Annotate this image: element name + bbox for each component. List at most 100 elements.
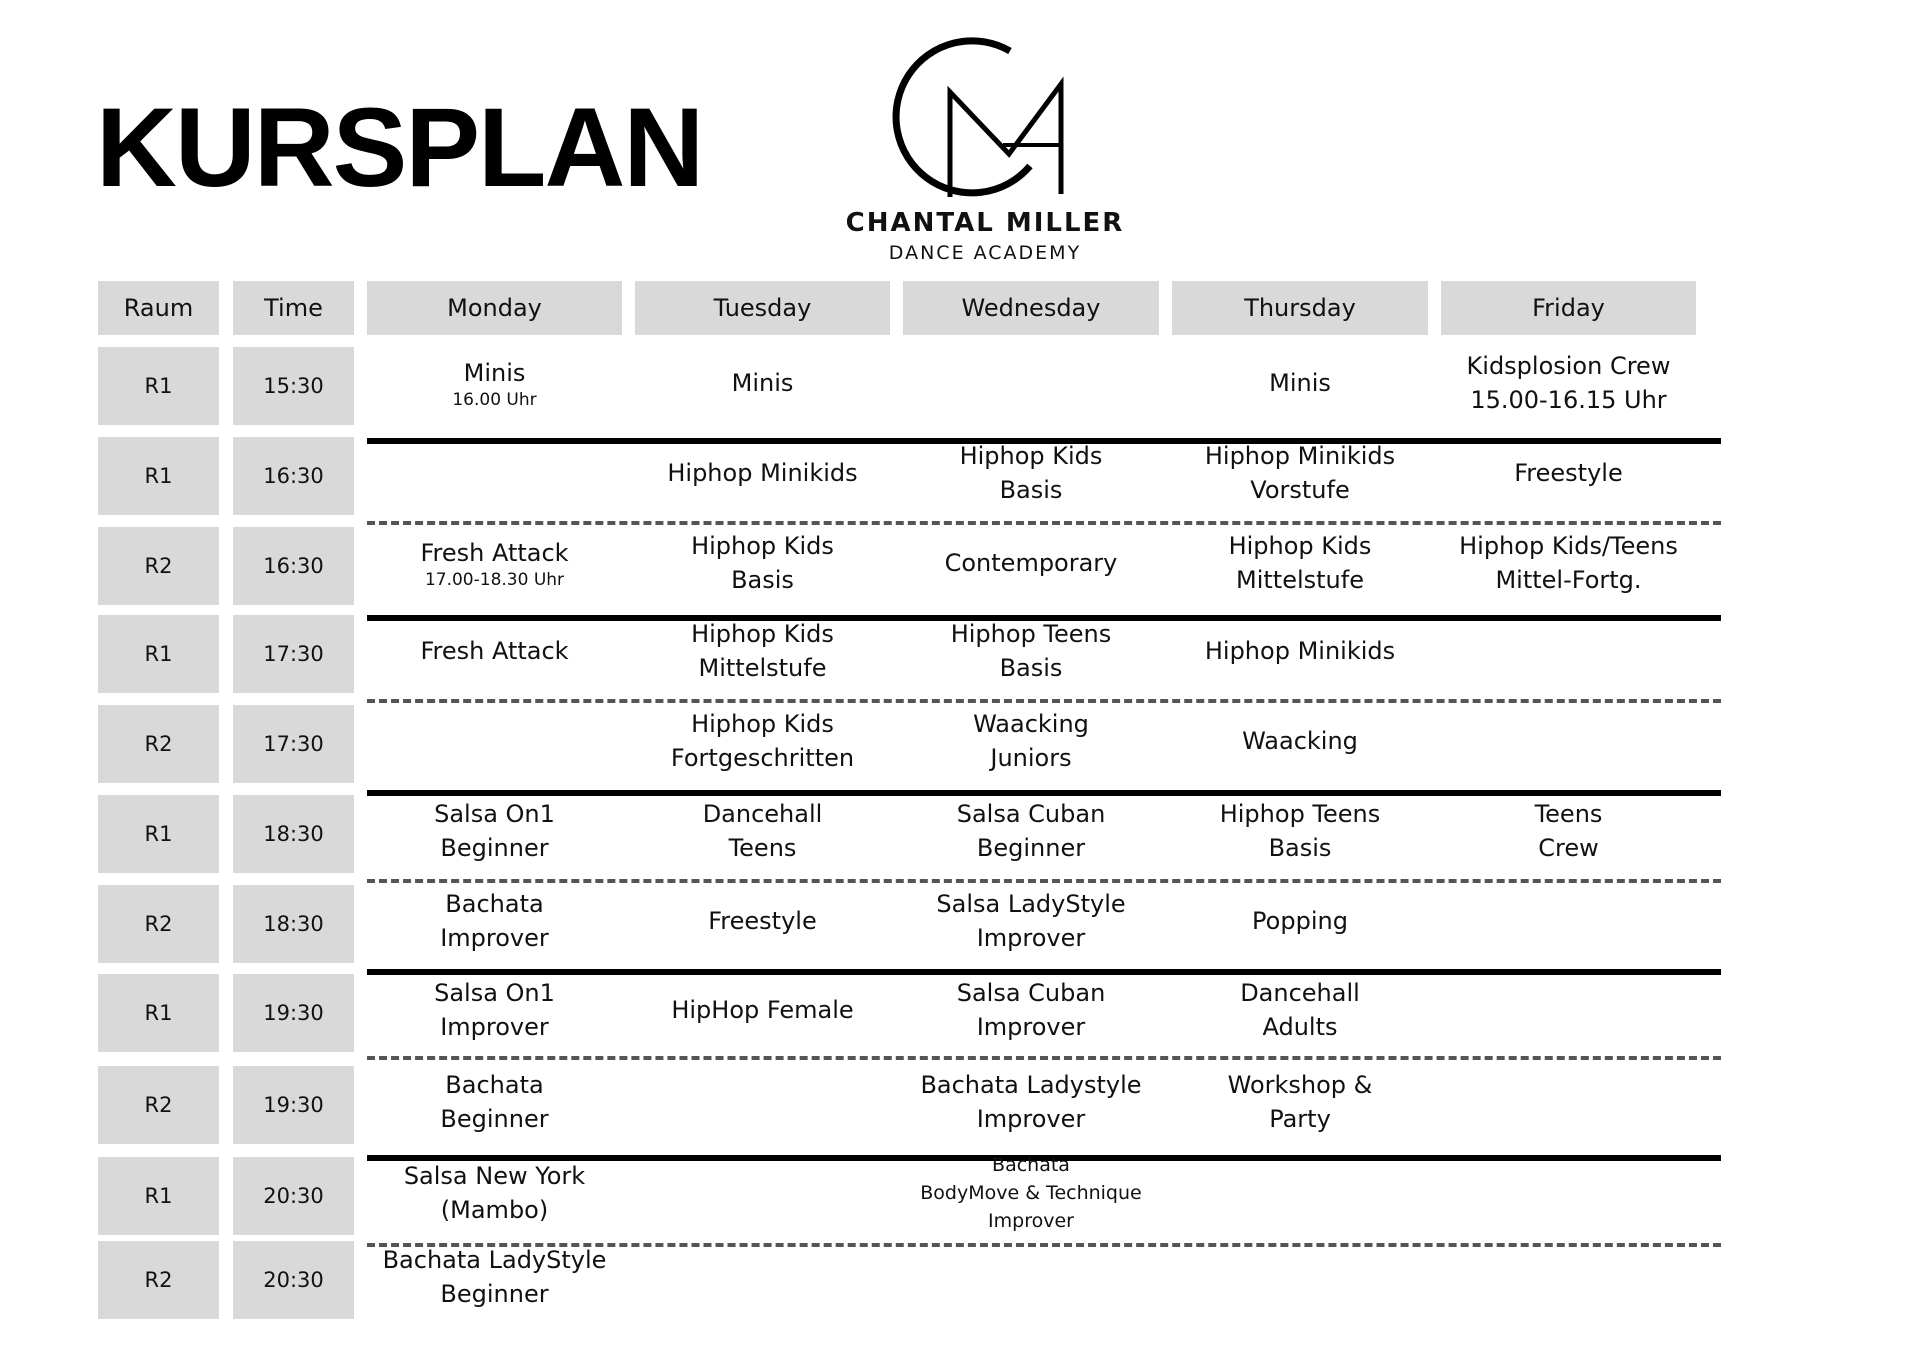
course-cell-thursday: Workshop & Party — [1172, 1060, 1428, 1144]
course-cell-friday — [1441, 879, 1696, 963]
course-name-line: Party — [1269, 1105, 1331, 1133]
room-cell: R1 — [98, 615, 219, 693]
room-cell: R2 — [98, 1066, 219, 1144]
time-cell: 18:30 — [233, 885, 354, 963]
course-name-line: Minis — [731, 369, 794, 397]
page-title: KURSPLAN — [96, 85, 704, 210]
course-cell-wednesday: Waacking Juniors — [903, 699, 1159, 783]
course-name-line: BodyMove & Technique — [920, 1182, 1142, 1204]
course-name-line: Waacking — [973, 710, 1089, 738]
course-name-line: Salsa New York — [403, 1162, 586, 1190]
room-cell: R1 — [98, 347, 219, 425]
course-cell-tuesday: Freestyle — [635, 879, 890, 963]
course-cell-friday: Hiphop Kids/Teens Mittel-Fortg. — [1441, 521, 1696, 605]
header-thursday: Thursday — [1172, 281, 1428, 335]
course-name-line: Salsa On1 — [434, 800, 555, 828]
brand-name: CHANTAL MILLER — [845, 208, 1125, 238]
course-cell-wednesday — [903, 341, 1159, 425]
solid-row-divider — [367, 790, 1721, 796]
course-cell-monday — [367, 431, 622, 515]
solid-row-divider — [367, 1155, 1721, 1161]
course-cell-thursday — [1172, 1235, 1428, 1319]
course-name-line: Adults — [1262, 1013, 1338, 1041]
time-cell: 16:30 — [233, 527, 354, 605]
course-name-line: Bachata — [445, 1071, 544, 1099]
course-time-note: 16.00 Uhr — [452, 390, 537, 410]
course-name-line: Hiphop Kids — [691, 710, 834, 738]
course-name-line: Bachata Ladystyle — [920, 1071, 1142, 1099]
course-name-line: Kidsplosion Crew — [1466, 352, 1671, 380]
course-name-line: Freestyle — [1514, 459, 1623, 487]
course-name-line: Salsa LadyStyle — [936, 890, 1126, 918]
course-cell-monday: Minis 16.00 Uhr — [367, 341, 622, 425]
course-cell-friday — [1441, 699, 1696, 783]
cm-monogram-logo-icon — [892, 37, 1064, 197]
course-name-line: Dancehall — [1240, 979, 1360, 1007]
course-cell-friday: Freestyle — [1441, 431, 1696, 515]
course-name-line: Hiphop Kids — [691, 620, 834, 648]
course-cell-thursday: Hiphop Minikids — [1172, 609, 1428, 693]
course-name-line: Improver — [440, 1013, 549, 1041]
course-cell-friday — [1441, 1060, 1696, 1144]
course-name-line: Hiphop Minikids — [667, 459, 858, 487]
time-cell: 20:30 — [233, 1241, 354, 1319]
course-name-line: Hiphop Kids/Teens — [1459, 532, 1678, 560]
course-name-line: Hiphop Minikids — [1204, 442, 1396, 470]
course-name-line: Minis — [463, 359, 526, 387]
course-name-line: Salsa Cuban — [956, 800, 1106, 828]
course-cell-tuesday: Hiphop Kids Basis — [635, 521, 890, 605]
course-name-line: Hiphop Kids — [959, 442, 1103, 470]
time-cell: 18:30 — [233, 795, 354, 873]
course-name-line: Improver — [976, 1105, 1086, 1133]
header-monday: Monday — [367, 281, 622, 335]
solid-row-divider — [367, 969, 1721, 975]
course-cell-friday — [1441, 1235, 1696, 1319]
course-name-line: Basis — [1268, 834, 1332, 862]
course-cell-monday: Salsa On1 Beginner — [367, 789, 622, 873]
course-cell-thursday: Hiphop Teens Basis — [1172, 789, 1428, 873]
course-name-line: Hiphop Kids — [691, 532, 834, 560]
dashed-row-divider — [367, 879, 1721, 883]
course-name-line: Vorstufe — [1250, 476, 1350, 504]
room-cell: R2 — [98, 705, 219, 783]
course-name-line: Freestyle — [708, 907, 817, 935]
course-name-line: Basis — [731, 566, 794, 594]
course-cell-monday: Fresh Attack 17.00-18.30 Uhr — [367, 521, 622, 605]
time-cell: 16:30 — [233, 437, 354, 515]
course-name-line: Salsa On1 — [434, 979, 555, 1007]
time-cell: 19:30 — [233, 1066, 354, 1144]
course-cell-friday: Teens Crew — [1441, 789, 1696, 873]
course-cell-monday: Bachata LadyStyle Beginner — [367, 1235, 622, 1319]
course-cell-thursday: Minis — [1172, 341, 1428, 425]
course-name-line: Basis — [999, 476, 1063, 504]
course-cell-wednesday: Salsa Cuban Beginner — [903, 789, 1159, 873]
course-name-line: Crew — [1538, 834, 1599, 862]
course-name-line: Teens — [1534, 800, 1603, 828]
course-name-line: Workshop & — [1227, 1071, 1373, 1099]
course-name-line: Beginner — [440, 1280, 549, 1308]
course-cell-thursday: Dancehall Adults — [1172, 968, 1428, 1052]
header-tuesday: Tuesday — [635, 281, 890, 335]
room-cell: R2 — [98, 885, 219, 963]
dashed-row-divider — [367, 1056, 1721, 1060]
course-name-line: Beginner — [440, 1105, 549, 1133]
course-cell-wednesday: Salsa Cuban Improver — [903, 968, 1159, 1052]
course-name-line: Juniors — [990, 744, 1072, 772]
course-cell-friday — [1441, 609, 1696, 693]
time-cell: 15:30 — [233, 347, 354, 425]
time-cell: 20:30 — [233, 1157, 354, 1235]
solid-row-divider — [367, 438, 1721, 444]
course-cell-tuesday: Hiphop Kids Mittelstufe — [635, 609, 890, 693]
course-name-line: Hiphop Kids — [1228, 532, 1372, 560]
course-cell-monday: Salsa New York (Mambo) — [367, 1151, 622, 1235]
course-name-line: Contemporary — [944, 549, 1118, 577]
room-cell: R1 — [98, 437, 219, 515]
room-cell: R1 — [98, 795, 219, 873]
course-name-line: Mittelstufe — [698, 654, 827, 682]
course-cell-monday — [367, 699, 622, 783]
header-friday: Friday — [1441, 281, 1696, 335]
course-cell-monday: Bachata Improver — [367, 879, 622, 963]
room-cell: R2 — [98, 1241, 219, 1319]
course-name-line: Improver — [976, 924, 1086, 952]
course-name-line: Bachata LadyStyle — [382, 1246, 607, 1274]
